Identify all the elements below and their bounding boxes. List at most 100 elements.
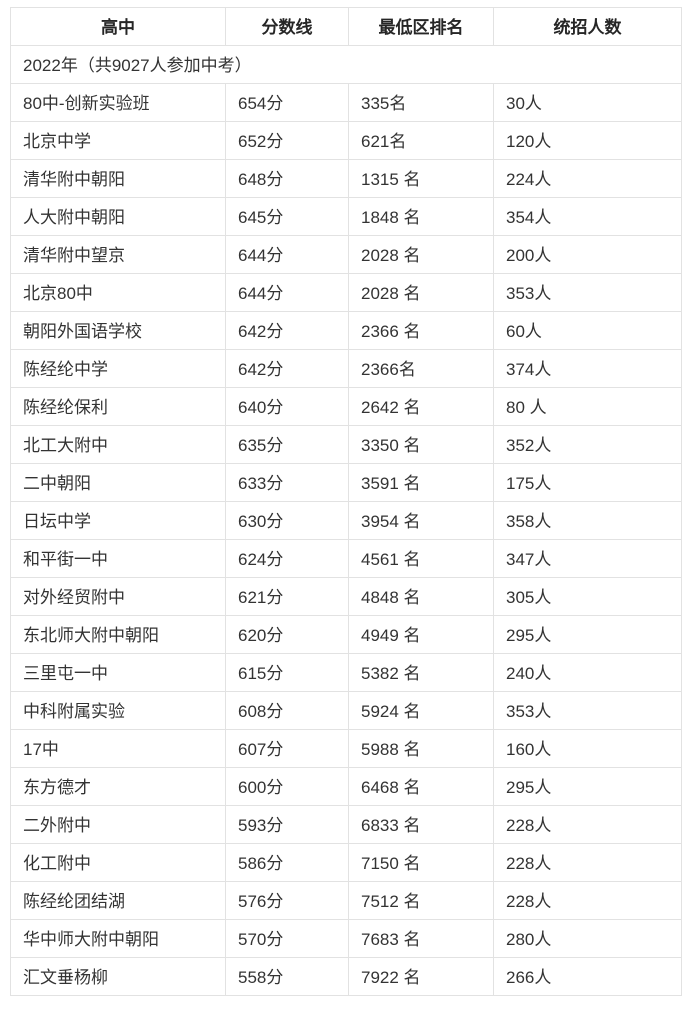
rank-cell: 2366 名 xyxy=(348,311,494,350)
quota-cell: 60人 xyxy=(493,311,682,350)
score-cell: 607分 xyxy=(225,729,349,768)
score-cell: 652分 xyxy=(225,121,349,160)
rank-cell: 335名 xyxy=(348,83,494,122)
score-cell: 570分 xyxy=(225,919,349,958)
table-row: 对外经贸附中 621分 4848 名 305人 xyxy=(10,577,682,616)
school-cell: 东北师大附中朝阳 xyxy=(10,615,226,654)
school-cell: 日坛中学 xyxy=(10,501,226,540)
score-cell: 621分 xyxy=(225,577,349,616)
score-cell: 644分 xyxy=(225,235,349,274)
quota-cell: 353人 xyxy=(493,273,682,312)
score-cell: 640分 xyxy=(225,387,349,426)
quota-cell: 120人 xyxy=(493,121,682,160)
quota-cell: 224人 xyxy=(493,159,682,198)
quota-cell: 200人 xyxy=(493,235,682,274)
score-cell: 620分 xyxy=(225,615,349,654)
school-cell: 对外经贸附中 xyxy=(10,577,226,616)
school-cell: 三里屯一中 xyxy=(10,653,226,692)
quota-cell: 305人 xyxy=(493,577,682,616)
rank-cell: 4561 名 xyxy=(348,539,494,578)
school-cell: 清华附中朝阳 xyxy=(10,159,226,198)
table-row: 东北师大附中朝阳 620分 4949 名 295人 xyxy=(10,615,682,654)
table-row: 北京80中 644分 2028 名 353人 xyxy=(10,273,682,312)
quota-cell: 240人 xyxy=(493,653,682,692)
table-row: 二中朝阳 633分 3591 名 175人 xyxy=(10,463,682,502)
school-cell: 人大附中朝阳 xyxy=(10,197,226,236)
quota-cell: 295人 xyxy=(493,767,682,806)
rank-cell: 7512 名 xyxy=(348,881,494,920)
table-row: 17中 607分 5988 名 160人 xyxy=(10,729,682,768)
score-cell: 615分 xyxy=(225,653,349,692)
table-row: 清华附中朝阳 648分 1315 名 224人 xyxy=(10,159,682,198)
table-row: 陈经纶保利 640分 2642 名 80 人 xyxy=(10,387,682,426)
score-cell: 608分 xyxy=(225,691,349,730)
school-cell: 中科附属实验 xyxy=(10,691,226,730)
quota-cell: 358人 xyxy=(493,501,682,540)
school-cell: 北京80中 xyxy=(10,273,226,312)
table-row: 人大附中朝阳 645分 1848 名 354人 xyxy=(10,197,682,236)
table-row: 二外附中 593分 6833 名 228人 xyxy=(10,805,682,844)
admission-score-table: 高中 分数线 最低区排名 统招人数 2022年（共9027人参加中考） 80中-… xyxy=(10,7,682,996)
quota-cell: 280人 xyxy=(493,919,682,958)
quota-cell: 160人 xyxy=(493,729,682,768)
school-cell: 东方德才 xyxy=(10,767,226,806)
school-cell: 二外附中 xyxy=(10,805,226,844)
quota-cell: 266人 xyxy=(493,957,682,996)
rank-cell: 1848 名 xyxy=(348,197,494,236)
quota-cell: 352人 xyxy=(493,425,682,464)
score-cell: 642分 xyxy=(225,349,349,388)
table-row: 朝阳外国语学校 642分 2366 名 60人 xyxy=(10,311,682,350)
rank-cell: 3350 名 xyxy=(348,425,494,464)
school-cell: 陈经纶中学 xyxy=(10,349,226,388)
school-cell: 化工附中 xyxy=(10,843,226,882)
score-cell: 645分 xyxy=(225,197,349,236)
table-row: 化工附中 586分 7150 名 228人 xyxy=(10,843,682,882)
school-cell: 陈经纶团结湖 xyxy=(10,881,226,920)
score-cell: 576分 xyxy=(225,881,349,920)
rank-cell: 7922 名 xyxy=(348,957,494,996)
quota-cell: 80 人 xyxy=(493,387,682,426)
table-row: 汇文垂杨柳 558分 7922 名 266人 xyxy=(10,957,682,996)
year-note: 2022年（共9027人参加中考） xyxy=(10,45,682,84)
quota-cell: 228人 xyxy=(493,805,682,844)
header-row: 高中 分数线 最低区排名 统招人数 xyxy=(10,7,682,46)
rank-cell: 7683 名 xyxy=(348,919,494,958)
school-cell: 北工大附中 xyxy=(10,425,226,464)
year-row: 2022年（共9027人参加中考） xyxy=(10,45,682,84)
rank-cell: 3954 名 xyxy=(348,501,494,540)
rank-cell: 3591 名 xyxy=(348,463,494,502)
score-cell: 586分 xyxy=(225,843,349,882)
rank-cell: 4848 名 xyxy=(348,577,494,616)
rank-cell: 621名 xyxy=(348,121,494,160)
rank-cell: 6833 名 xyxy=(348,805,494,844)
school-cell: 陈经纶保利 xyxy=(10,387,226,426)
score-cell: 558分 xyxy=(225,957,349,996)
rank-cell: 7150 名 xyxy=(348,843,494,882)
table-row: 陈经纶团结湖 576分 7512 名 228人 xyxy=(10,881,682,920)
rank-cell: 2642 名 xyxy=(348,387,494,426)
score-cell: 630分 xyxy=(225,501,349,540)
school-cell: 清华附中望京 xyxy=(10,235,226,274)
table-row: 北工大附中 635分 3350 名 352人 xyxy=(10,425,682,464)
rank-cell: 5988 名 xyxy=(348,729,494,768)
rank-cell: 2028 名 xyxy=(348,273,494,312)
table-row: 80中-创新实验班 654分 335名 30人 xyxy=(10,83,682,122)
school-cell: 汇文垂杨柳 xyxy=(10,957,226,996)
table-row: 和平街一中 624分 4561 名 347人 xyxy=(10,539,682,578)
school-cell: 和平街一中 xyxy=(10,539,226,578)
table-row: 北京中学 652分 621名 120人 xyxy=(10,121,682,160)
score-cell: 624分 xyxy=(225,539,349,578)
rank-cell: 2028 名 xyxy=(348,235,494,274)
score-cell: 654分 xyxy=(225,83,349,122)
rank-cell: 5924 名 xyxy=(348,691,494,730)
table-row: 清华附中望京 644分 2028 名 200人 xyxy=(10,235,682,274)
quota-cell: 374人 xyxy=(493,349,682,388)
rank-cell: 5382 名 xyxy=(348,653,494,692)
score-cell: 642分 xyxy=(225,311,349,350)
table-row: 中科附属实验 608分 5924 名 353人 xyxy=(10,691,682,730)
school-cell: 17中 xyxy=(10,729,226,768)
column-header-score: 分数线 xyxy=(225,7,349,46)
quota-cell: 228人 xyxy=(493,881,682,920)
rank-cell: 6468 名 xyxy=(348,767,494,806)
